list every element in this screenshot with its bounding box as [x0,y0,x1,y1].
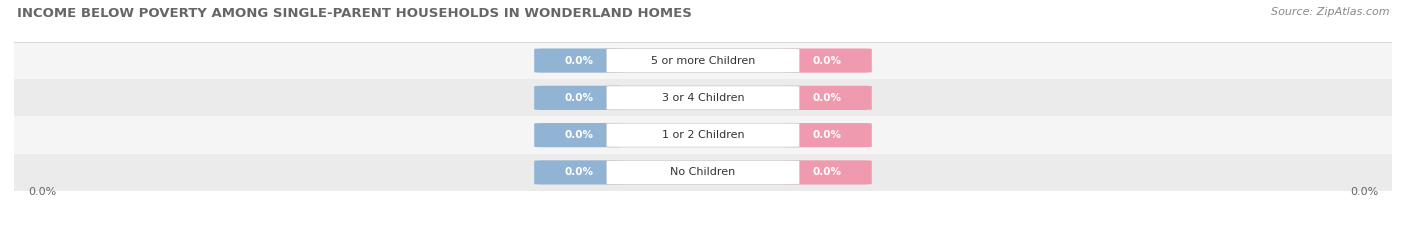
Text: 0.0%: 0.0% [28,187,56,197]
Text: 0.0%: 0.0% [813,93,842,103]
Text: No Children: No Children [671,168,735,177]
FancyBboxPatch shape [782,86,872,110]
Text: 0.0%: 0.0% [564,56,593,65]
Text: 0.0%: 0.0% [1350,187,1378,197]
FancyBboxPatch shape [606,161,800,184]
Bar [14,154,1392,191]
Text: INCOME BELOW POVERTY AMONG SINGLE-PARENT HOUSEHOLDS IN WONDERLAND HOMES: INCOME BELOW POVERTY AMONG SINGLE-PARENT… [17,7,692,20]
FancyBboxPatch shape [782,123,872,147]
Text: 1 or 2 Children: 1 or 2 Children [662,130,744,140]
FancyBboxPatch shape [534,86,624,110]
Text: 5 or more Children: 5 or more Children [651,56,755,65]
Text: 0.0%: 0.0% [564,130,593,140]
Bar [14,116,1392,154]
Text: 0.0%: 0.0% [813,56,842,65]
Bar [14,42,1392,79]
Text: 0.0%: 0.0% [564,93,593,103]
FancyBboxPatch shape [606,49,800,72]
FancyBboxPatch shape [606,86,800,110]
FancyBboxPatch shape [782,160,872,185]
FancyBboxPatch shape [534,123,624,147]
Bar [14,79,1392,116]
Text: 0.0%: 0.0% [564,168,593,177]
FancyBboxPatch shape [534,48,624,73]
Text: 0.0%: 0.0% [813,168,842,177]
FancyBboxPatch shape [534,160,624,185]
FancyBboxPatch shape [782,48,872,73]
Text: 3 or 4 Children: 3 or 4 Children [662,93,744,103]
FancyBboxPatch shape [606,123,800,147]
Text: 0.0%: 0.0% [813,130,842,140]
Text: Source: ZipAtlas.com: Source: ZipAtlas.com [1271,7,1389,17]
